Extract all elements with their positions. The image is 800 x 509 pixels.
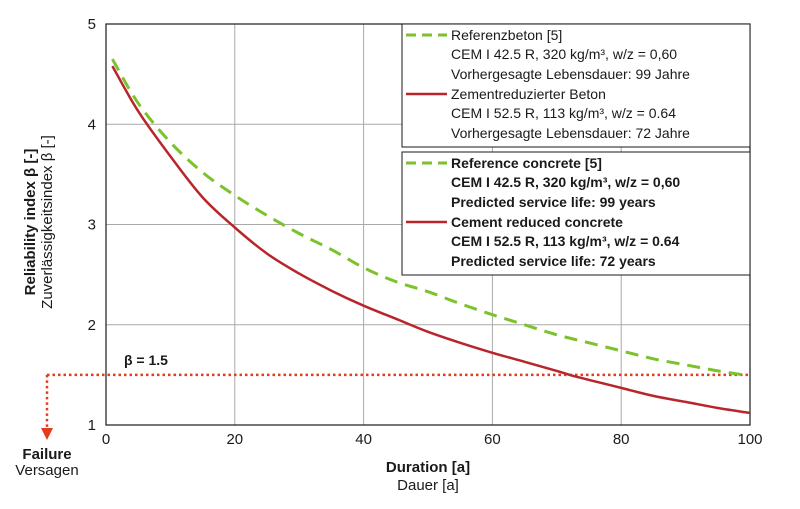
legend-english-detail1-reduced: CEM I 52.5 R, 113 kg/m³, w/z = 0.64 [451,233,680,249]
x-axis-title: Duration [a] [386,459,470,476]
legend-english-detail2-reference: Predicted service life: 99 years [451,194,656,210]
x-tick-label: 60 [484,431,501,448]
legend-german-detail2-reference: Vorhergesagte Lebensdauer: 99 Jahre [451,66,690,82]
y-tick-label: 3 [88,217,96,234]
x-tick-label: 100 [737,431,762,448]
legend-english-detail1-reference: CEM I 42.5 R, 320 kg/m³, w/z = 0,60 [451,174,680,190]
failure-label: Failure [22,446,71,463]
legend-german-detail1-reference: CEM I 42.5 R, 320 kg/m³, w/z = 0,60 [451,46,677,62]
y-tick-label: 5 [88,16,96,33]
legend-german-box [401,23,751,148]
threshold-label: β = 1.5 [124,352,168,368]
x-tick-labels: 0 20 40 60 80 100 [102,431,763,448]
y-tick-label: 1 [88,417,96,434]
x-tick-label: 80 [613,431,630,448]
legend-english: Reference concrete [5] CEM I 42.5 R, 320… [401,151,751,276]
x-tick-label: 40 [355,431,372,448]
legend-german-name-reference: Referenzbeton [5] [451,27,562,43]
y-tick-label: 2 [88,317,96,334]
y-tick-labels: 1 2 3 4 5 [88,16,96,434]
legend-english-detail2-reduced: Predicted service life: 72 years [451,253,656,269]
failure-label-de: Versagen [15,462,78,479]
series-line-reference-concrete [111,58,744,377]
legend-german-detail1-reduced: CEM I 52.5 R, 113 kg/m³, w/z = 0.64 [451,105,676,121]
y-axis-title-de: Zuverlässigkeitsindex β [-] [39,135,56,309]
legend-german: Referenzbeton [5] CEM I 42.5 R, 320 kg/m… [401,23,751,148]
legend-german-detail2-reduced: Vorhergesagte Lebensdauer: 72 Jahre [451,125,690,141]
x-tick-label: 20 [226,431,243,448]
legend-english-box [401,151,751,276]
legend-english-name-reduced: Cement reduced concrete [451,214,623,230]
legend-english-name-reference: Reference concrete [5] [451,155,602,171]
y-axis-title: Reliability index β [-] [22,149,39,296]
legend-german-name-reduced: Zementreduzierter Beton [451,86,606,102]
x-tick-label: 0 [102,431,110,448]
failure-arrow-head [41,428,53,440]
x-axis-title-de: Dauer [a] [397,477,459,494]
y-tick-label: 4 [88,116,96,133]
series-line-cement-reduced-concrete [111,65,751,415]
